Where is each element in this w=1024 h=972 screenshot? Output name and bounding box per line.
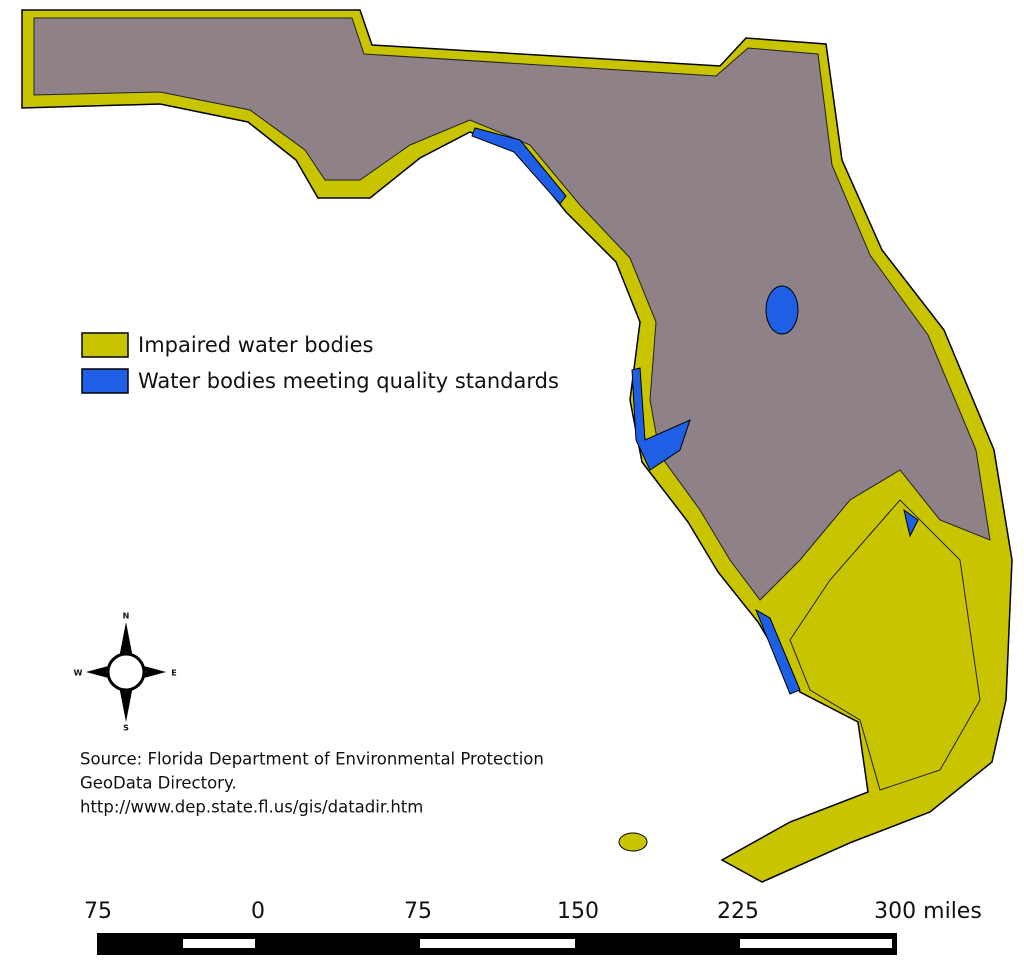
scale-bar-segment	[420, 939, 575, 948]
source-line: http://www.dep.state.fl.us/gis/datadir.h…	[80, 798, 423, 817]
scale-label: 225	[717, 899, 759, 924]
compass: N S W E	[74, 612, 177, 733]
lake-water	[765, 285, 799, 335]
scale-bar-segment	[183, 939, 255, 948]
legend-label: Water bodies meeting quality standards	[138, 369, 559, 393]
compass-arrows	[86, 665, 112, 679]
compass-e: E	[171, 669, 176, 678]
compass-n: N	[123, 612, 130, 621]
legend-swatch	[81, 368, 129, 394]
florida	[21, 9, 1013, 883]
legend-swatch	[81, 332, 129, 358]
legend-label: Impaired water bodies	[138, 333, 374, 357]
source-line: GeoData Directory.	[80, 774, 237, 793]
southwest-coast-water	[754, 608, 801, 695]
tampa-bay-water	[631, 367, 691, 471]
gulf-coast-water	[471, 127, 567, 205]
source-note: Source: Florida Department of Environmen…	[80, 750, 544, 817]
scale-label: 75	[404, 899, 432, 924]
land-interior	[33, 17, 991, 601]
scale-label: 0	[251, 899, 265, 924]
lake-okeechobee-water	[903, 508, 919, 538]
scale-label: 300 miles	[874, 899, 982, 924]
compass-arrows	[119, 622, 133, 658]
key-island	[618, 832, 648, 852]
scale-bar-segment	[740, 939, 892, 948]
compass-w: W	[74, 669, 83, 678]
everglades	[789, 499, 981, 791]
compass-ring	[106, 652, 146, 692]
compass-arrows	[140, 665, 166, 679]
scale-label: 75	[84, 899, 112, 924]
compass-arrows	[119, 686, 133, 722]
compass-s: S	[123, 724, 129, 733]
source-line: Source: Florida Department of Environmen…	[80, 750, 544, 769]
legend: Impaired water bodies Water bodies meetin…	[81, 332, 559, 394]
scale-bar	[97, 933, 897, 955]
scale-labels: 75 0 75 150 225 300 miles	[84, 899, 982, 924]
scale-label: 150	[557, 899, 599, 924]
